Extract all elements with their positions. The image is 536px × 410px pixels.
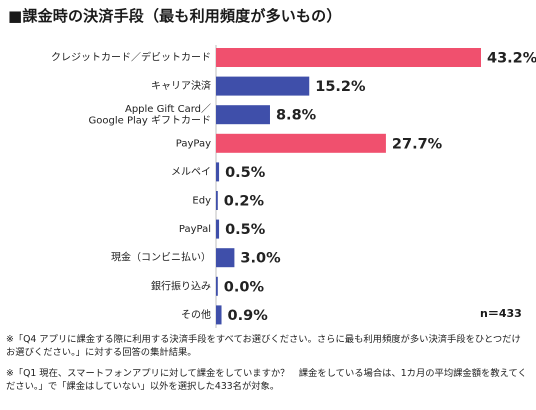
bar: [216, 105, 270, 125]
value-label: 43.2%: [487, 51, 536, 67]
bar: [216, 162, 220, 182]
bar-chart: クレジットカード／デビットカード 43.2% キャリア決済 15.2% Apple Gi…: [51, 45, 536, 328]
value-label: 27.7%: [392, 136, 443, 152]
value-label: 15.2%: [315, 79, 366, 95]
bar: [216, 305, 222, 325]
category-label: PayPal: [179, 224, 211, 235]
category-label: Apple Gift Card／: [125, 103, 211, 115]
category-label: Google Play ギフトカード: [89, 114, 211, 126]
category-label: 銀行振り込み: [151, 279, 211, 292]
bar: [216, 133, 386, 153]
chart-title: ■課金時の決済手段（最も利用頻度が多いもの）: [8, 7, 342, 25]
footnote-respondents: ※「Q1 現在、スマートフォンアプリに対して課金をしていますか？ 課金をしている…: [6, 368, 527, 392]
value-label: 3.0%: [240, 251, 281, 267]
category-label: Edy: [192, 196, 211, 207]
category-label: その他: [181, 308, 211, 321]
bar: [216, 191, 218, 210]
bar: [216, 76, 310, 96]
value-label: 0.0%: [224, 279, 265, 295]
footnote-question: ※「Q4 アプリに課金する際に利用する決済手段をすべてお選びください。さらに最も…: [6, 334, 521, 358]
category-label: クレジットカード／デビットカード: [51, 51, 211, 64]
value-label: 0.5%: [225, 165, 266, 181]
category-label: 現金（コンビニ払い）: [111, 251, 211, 264]
category-label: PayPay: [176, 138, 211, 149]
value-label: 0.5%: [225, 222, 266, 238]
value-label: 8.8%: [276, 108, 317, 124]
sample-size-label: n＝433: [480, 307, 522, 320]
bar: [216, 276, 218, 296]
bar: [216, 48, 481, 67]
value-label: 0.2%: [224, 194, 265, 210]
category-label: メルペイ: [171, 167, 211, 178]
value-label: 0.9%: [228, 308, 269, 324]
bar: [216, 219, 220, 239]
bar: [216, 248, 235, 268]
category-label: キャリア決済: [151, 79, 211, 92]
